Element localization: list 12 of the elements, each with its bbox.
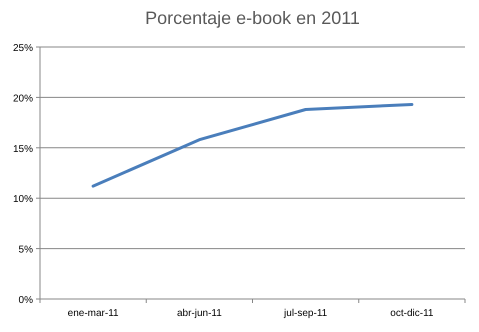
x-tick-label: jul-sep-11 [283,308,328,319]
y-tick-label: 20% [12,93,34,104]
chart-title: Porcentaje e-book en 2011 [145,8,360,28]
y-tick-label: 25% [12,43,34,54]
x-tick-label: oct-dic-11 [390,308,434,319]
y-tick-label: 15% [12,144,34,155]
y-tick-label: 0% [18,295,34,306]
line-series [92,102,414,188]
x-tick-label: ene-mar-11 [68,308,120,319]
y-tick-label: 5% [18,244,34,256]
y-tick-label: 10% [12,194,34,206]
x-tick-label: abr-jun-11 [176,308,222,319]
